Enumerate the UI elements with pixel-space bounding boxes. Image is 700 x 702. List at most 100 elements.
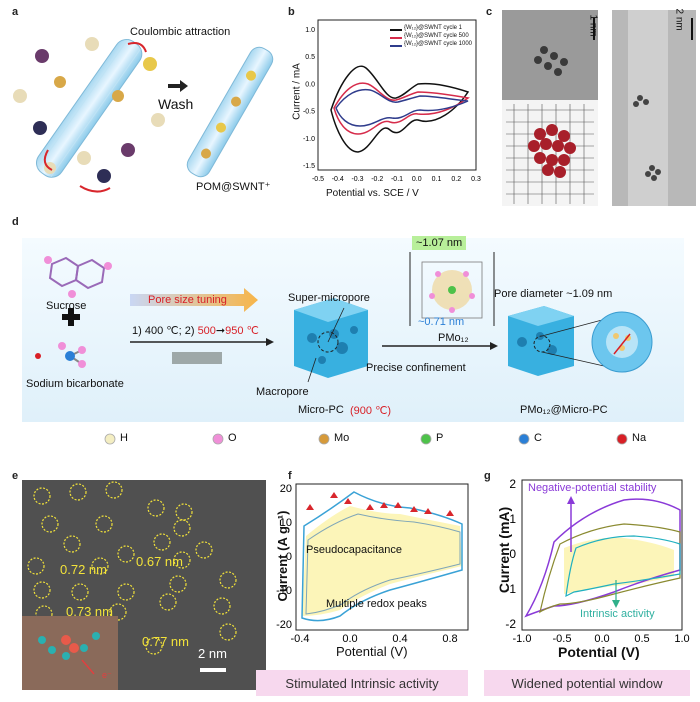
cv-curve-f-outer bbox=[301, 491, 463, 622]
cv-chart-b: -0.5 -0.4 -0.3 -0.2 -0.1 0.0 0.1 0.2 0.3 1.0 0.5 0… bbox=[303, 19, 481, 183]
legend-label-o: O bbox=[228, 432, 237, 444]
chart-f-xlabel: Potential (V) bbox=[336, 644, 408, 659]
chart-b-ytick: 0.0 bbox=[305, 81, 315, 88]
panel-label-f: f bbox=[288, 470, 292, 482]
atom-legend: H O Mo P C Na bbox=[22, 426, 684, 452]
chart-b-ytick: -1.0 bbox=[303, 136, 315, 143]
chart-b-frame bbox=[317, 19, 477, 171]
condition-500: 500 bbox=[197, 325, 216, 337]
bicarbonate-molecule bbox=[35, 342, 86, 368]
chart-b-xtick: -0.5 bbox=[312, 176, 324, 183]
chart-f-xtick: 0.8 bbox=[442, 633, 457, 645]
chart-g-xtick: 1.0 bbox=[674, 633, 689, 645]
chart-b-xtick: -0.1 bbox=[391, 176, 403, 183]
panel-c: 1 nm 2 nm bbox=[484, 0, 700, 210]
panel-label-e: e bbox=[12, 470, 19, 482]
wash-label: Wash bbox=[158, 96, 194, 112]
tem-images-c bbox=[502, 10, 696, 206]
attraction-label: Coulombic attraction bbox=[130, 26, 231, 38]
caption-f: Stimulated Intrinsic activity bbox=[256, 670, 468, 696]
cv-curve-cycle1 bbox=[330, 65, 470, 153]
cv-curve-f-inner bbox=[305, 513, 461, 615]
panel-label-d: d bbox=[12, 216, 19, 228]
chart-b-xtick: 0.1 bbox=[432, 176, 442, 183]
chart-b-xtick: -0.4 bbox=[332, 176, 344, 183]
legend-entry-2: {W₁₂}@SWNT cycle 500 bbox=[404, 33, 469, 39]
scale-label-1nm: 1 nm bbox=[587, 14, 599, 37]
chart-b-ytick: 1.0 bbox=[305, 27, 315, 34]
chart-g-frame bbox=[521, 479, 683, 631]
furnace-icon bbox=[172, 352, 222, 364]
pom-model-cluster bbox=[528, 124, 576, 178]
cv-curve-g-cyan bbox=[565, 535, 681, 598]
legend-entry-3: {W₁₂}@SWNT cycle 1000 bbox=[404, 41, 473, 47]
panel-label-a: a bbox=[12, 6, 19, 18]
nanotube-left bbox=[36, 39, 143, 178]
redox-peak-markers bbox=[306, 492, 454, 516]
chart-b-xtick: 0.0 bbox=[412, 176, 422, 183]
distance-067: 0.67 nm bbox=[136, 554, 183, 569]
macropore-label: Macropore bbox=[256, 386, 309, 398]
chart-f-xtick: 0.4 bbox=[392, 633, 407, 645]
chart-g-ytick: 1 bbox=[509, 512, 516, 526]
panel-f: -0.4 0.0 0.4 0.8 20 10 0 -10 -20 Current (A g⁻¹)… bbox=[250, 466, 474, 702]
distance-073: 0.73 nm bbox=[66, 604, 113, 619]
scalebar-e bbox=[200, 668, 226, 672]
pore-diameter-label: Pore diameter ~1.09 nm bbox=[494, 288, 613, 300]
cv-chart-g: -1.0 -0.5 0.0 0.5 1.0 2 1 0 -1 -2 bbox=[505, 477, 689, 645]
panel-label-g: g bbox=[484, 470, 491, 482]
stability-label: Negative-potential stability bbox=[528, 482, 657, 494]
chart-b-ylabel: Current / mA bbox=[291, 63, 303, 120]
chart-g-ytick: -2 bbox=[505, 617, 516, 631]
scale-label-e: 2 nm bbox=[198, 646, 227, 661]
chart-b-xtick: -0.3 bbox=[351, 176, 363, 183]
chart-b-ytick: 0.5 bbox=[305, 54, 315, 61]
pmo12-micro-pc-cube bbox=[508, 306, 574, 376]
chart-f-frame bbox=[295, 483, 469, 631]
cv-area-f bbox=[302, 506, 462, 616]
chart-g-ytick: 2 bbox=[509, 477, 516, 491]
panel-a: Coulombic attraction Wash POM@SWNT⁺ bbox=[0, 0, 282, 210]
dimension-2-label: ~0.71 nm bbox=[418, 316, 465, 328]
panel-d-illustration bbox=[35, 252, 653, 383]
chart-b-ytick: -1.5 bbox=[303, 163, 315, 170]
cv-curve-g-olive bbox=[539, 523, 681, 614]
pom-swnt-label: POM@SWNT⁺ bbox=[196, 181, 271, 193]
pore-size-arrow bbox=[130, 288, 258, 312]
legend-label-c: C bbox=[534, 432, 542, 444]
legend-label-mo: Mo bbox=[334, 432, 350, 444]
nanotube-right bbox=[186, 46, 274, 178]
bicarbonate-label: Sodium bicarbonate bbox=[26, 378, 124, 390]
conditions-label: 1) 400 ℃; 2) 500➞950 ℃ bbox=[132, 324, 259, 337]
inset-model bbox=[22, 616, 118, 690]
distance-072: 0.72 nm bbox=[60, 562, 107, 577]
legend-label-p: P bbox=[436, 432, 444, 444]
chart-f-xtick: 0.0 bbox=[342, 633, 357, 645]
dimension-1-label: ~1.07 nm bbox=[412, 236, 467, 250]
cv-chart-f: -0.4 0.0 0.4 0.8 20 10 0 -10 -20 bbox=[276, 483, 469, 645]
chart-g-xtick: -0.5 bbox=[553, 633, 572, 645]
chart-f-ytick: -20 bbox=[276, 619, 292, 631]
confinement-label: Precise confinement bbox=[366, 362, 466, 374]
micro-pc-label: Micro-PC bbox=[298, 404, 344, 416]
condition-950: 950 ℃ bbox=[225, 325, 259, 337]
pmo12-model bbox=[421, 261, 483, 319]
chart-b-xtick: 0.3 bbox=[471, 176, 481, 183]
chart-g-xtick: 0.5 bbox=[634, 633, 649, 645]
legend-dot-c bbox=[518, 433, 530, 445]
legend-label-na: Na bbox=[632, 432, 647, 444]
micro-pc-cube bbox=[294, 298, 368, 378]
pore-size-tuning-label: Pore size tuning bbox=[148, 294, 227, 306]
distance-077: 0.77 nm bbox=[142, 634, 189, 649]
legend-dot-mo bbox=[318, 433, 330, 445]
panel-label-b: b bbox=[288, 6, 295, 18]
legend-dot-o bbox=[212, 433, 224, 445]
intrinsic-label: Intrinsic activity bbox=[580, 608, 655, 620]
stem-image-e bbox=[22, 480, 266, 690]
chart-f-ytick: 0 bbox=[286, 551, 292, 563]
pmo12-label: PMo₁₂ bbox=[438, 332, 469, 344]
atom-legend-dots bbox=[104, 433, 628, 445]
chart-b-xtick: -0.2 bbox=[371, 176, 383, 183]
legend-dot-p bbox=[420, 433, 432, 445]
legend-label-h: H bbox=[120, 432, 128, 444]
